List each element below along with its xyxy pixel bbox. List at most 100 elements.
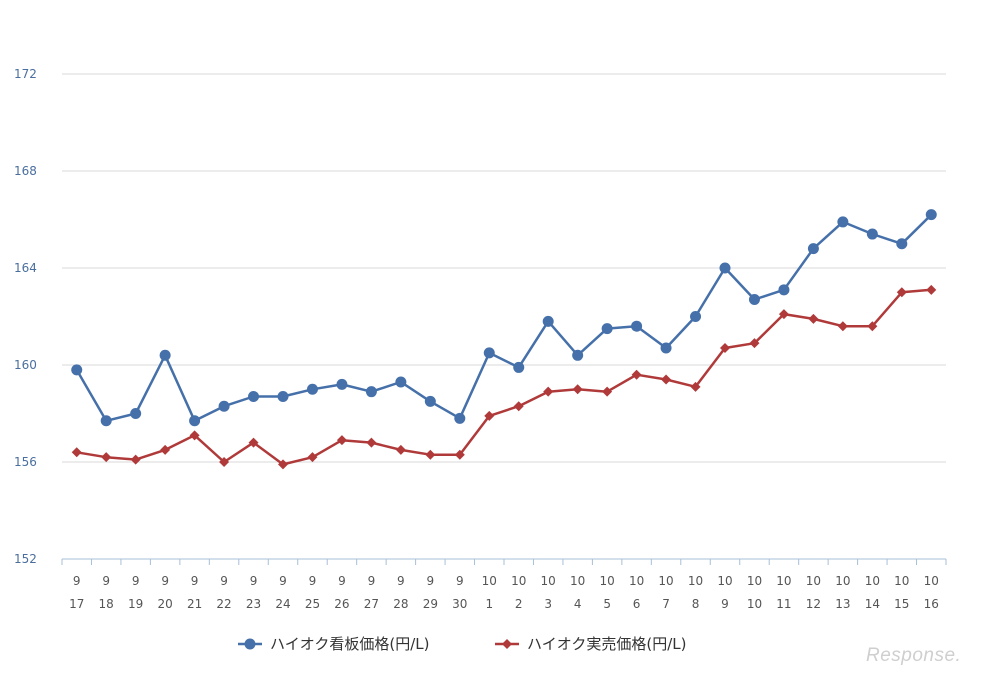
data-point <box>424 395 436 407</box>
x-tick-label-month: 9 <box>161 574 169 588</box>
x-tick-label-month: 9 <box>368 574 376 588</box>
x-tick-label-month: 10 <box>541 574 556 588</box>
data-point <box>925 209 937 221</box>
x-tick-label-month: 9 <box>132 574 140 588</box>
data-point <box>484 410 495 421</box>
data-point <box>278 459 288 470</box>
legend-item-1: ハイオク看板価格(円/L) <box>238 635 430 653</box>
x-tick-label-month: 9 <box>191 574 199 588</box>
data-point <box>867 321 878 332</box>
data-point <box>542 315 554 327</box>
x-tick-label-month: 9 <box>397 574 405 588</box>
data-point <box>71 364 83 376</box>
data-point <box>807 243 819 255</box>
data-point <box>71 447 82 458</box>
x-tick-label-day: 11 <box>776 597 791 611</box>
data-point <box>306 383 318 395</box>
x-tick-label-day: 6 <box>633 597 641 611</box>
series-line <box>76 288 932 466</box>
x-tick-label-day: 28 <box>393 597 408 611</box>
data-point <box>395 444 406 455</box>
x-tick-label-month: 10 <box>482 574 497 588</box>
data-point <box>307 452 318 463</box>
x-tick-label-day: 30 <box>452 597 467 611</box>
legend: ハイオク看板価格(円/L) ハイオク実売価格(円/L) <box>238 635 687 653</box>
x-tick-label-day: 12 <box>806 597 821 611</box>
data-point <box>159 349 171 361</box>
x-tick-label-day: 9 <box>721 597 729 611</box>
data-point <box>837 321 848 332</box>
x-tick-label-month: 10 <box>511 574 526 588</box>
data-point <box>218 400 230 412</box>
x-tick-label-day: 17 <box>69 597 84 611</box>
data-point <box>749 338 760 349</box>
data-point <box>866 228 878 240</box>
x-tick-label-day: 1 <box>485 597 493 611</box>
series-2 <box>71 284 937 470</box>
data-point <box>601 323 613 335</box>
data-point <box>366 437 377 448</box>
x-tick-label-month: 10 <box>894 574 909 588</box>
x-tick-label-month: 9 <box>338 574 346 588</box>
legend-marker <box>502 639 512 649</box>
x-tick-label-day: 15 <box>894 597 909 611</box>
data-point <box>454 412 466 424</box>
y-tick-label: 160 <box>14 358 37 372</box>
x-tick-label-day: 21 <box>187 597 202 611</box>
x-tick-label-month: 9 <box>456 574 464 588</box>
data-point <box>277 391 289 403</box>
x-tick-label-day: 13 <box>835 597 850 611</box>
x-tick-label-month: 9 <box>309 574 317 588</box>
x-tick-label-month: 10 <box>924 574 939 588</box>
data-point <box>778 284 790 296</box>
data-point <box>896 287 907 298</box>
series-1 <box>71 209 937 427</box>
x-tick-label-month: 10 <box>717 574 732 588</box>
x-tick-label-month: 10 <box>865 574 880 588</box>
data-point <box>572 384 583 395</box>
x-tick-label-month: 10 <box>747 574 762 588</box>
x-tick-label-day: 18 <box>99 597 114 611</box>
data-point <box>425 449 436 460</box>
legend-marker <box>244 638 256 650</box>
data-point <box>130 454 141 465</box>
data-point <box>513 361 525 373</box>
x-tick-label-day: 29 <box>423 597 438 611</box>
data-point <box>336 435 347 446</box>
y-tick-label: 168 <box>14 164 37 178</box>
x-tick-label-day: 4 <box>574 597 582 611</box>
data-point <box>690 381 701 392</box>
x-tick-label-day: 19 <box>128 597 143 611</box>
y-tick-label: 156 <box>14 455 37 469</box>
x-tick-label-month: 10 <box>806 574 821 588</box>
data-point <box>395 376 407 388</box>
data-point <box>189 430 200 441</box>
x-tick-label-month: 10 <box>658 574 673 588</box>
x-tick-label-month: 9 <box>279 574 287 588</box>
data-point <box>720 343 730 354</box>
x-axis: 9179189199209219229239249259269279289299… <box>61 558 947 611</box>
data-point <box>778 309 789 320</box>
x-tick-label-month: 10 <box>570 574 585 588</box>
x-tick-label-day: 8 <box>692 597 700 611</box>
x-tick-label-month: 9 <box>427 574 435 588</box>
x-tick-label-month: 10 <box>599 574 614 588</box>
data-point <box>896 238 908 250</box>
data-point <box>336 378 348 390</box>
x-tick-label-day: 7 <box>662 597 670 611</box>
data-point <box>602 386 613 397</box>
data-point <box>808 313 819 324</box>
x-tick-label-day: 22 <box>216 597 231 611</box>
x-tick-label-day: 2 <box>515 597 523 611</box>
x-tick-label-month: 10 <box>776 574 791 588</box>
series-group <box>71 209 937 470</box>
data-point <box>454 449 465 460</box>
data-point <box>101 452 112 463</box>
x-tick-label-day: 3 <box>544 597 552 611</box>
x-tick-label-day: 25 <box>305 597 320 611</box>
x-tick-label-month: 10 <box>629 574 644 588</box>
data-point <box>719 262 731 274</box>
data-point <box>100 415 112 427</box>
data-point <box>219 457 230 467</box>
